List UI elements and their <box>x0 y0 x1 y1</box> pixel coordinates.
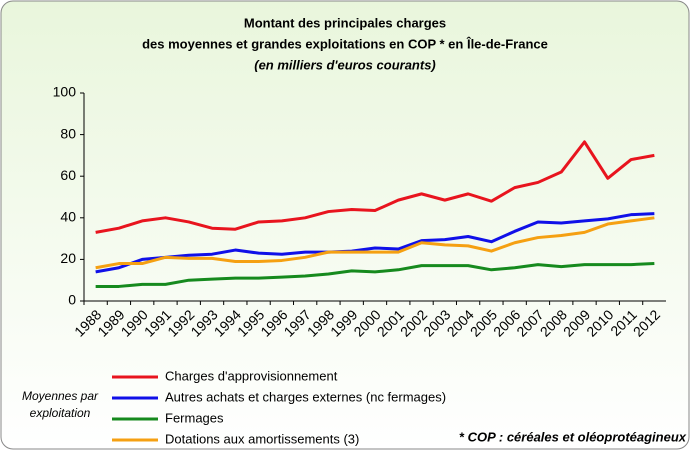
legend-label: Fermages <box>165 410 224 425</box>
y-tick-label: 20 <box>60 250 76 266</box>
y-tick-label: 100 <box>53 84 77 100</box>
footnote: * COP : céréales et oléoprotéagineux <box>459 429 687 444</box>
chart-subtitle: (en milliers d'euros courants) <box>254 57 436 72</box>
series-line <box>95 262 655 288</box>
series-line <box>95 216 655 270</box>
series-line <box>95 140 655 234</box>
series-line <box>95 212 655 274</box>
legend-label: Charges d'approvisionnement <box>165 368 338 383</box>
legend-label: Autres achats et charges externes (nc fe… <box>165 389 446 404</box>
y-tick-label: 40 <box>60 209 76 225</box>
legend-title: exploitation <box>30 406 91 420</box>
chart-title: Montant des principales charges <box>244 15 446 30</box>
legend-title: Moyennes par <box>22 389 99 403</box>
legend-label: Dotations aux amortissements (3) <box>165 431 359 446</box>
y-tick-label: 60 <box>60 167 76 183</box>
y-tick-label: 0 <box>68 292 76 308</box>
chart-title: des moyennes et grandes exploitations en… <box>142 36 548 51</box>
y-tick-label: 80 <box>60 125 76 141</box>
